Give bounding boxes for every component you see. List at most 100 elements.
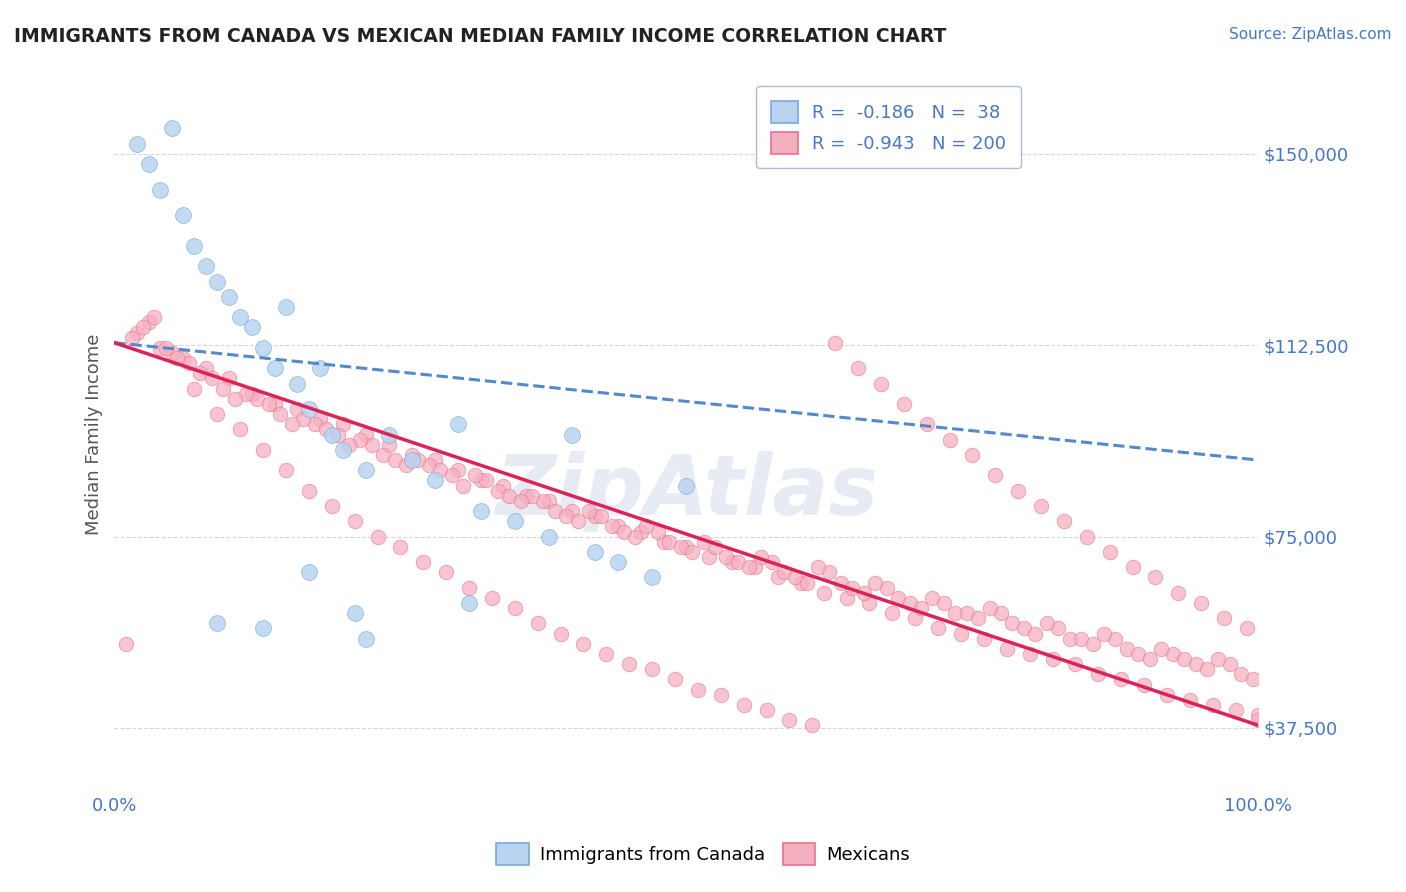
Point — [893, 397, 915, 411]
Point — [332, 417, 354, 432]
Point — [927, 622, 949, 636]
Point — [561, 504, 583, 518]
Point — [630, 524, 652, 539]
Point — [458, 596, 481, 610]
Point — [269, 407, 291, 421]
Point — [979, 601, 1001, 615]
Point — [183, 382, 205, 396]
Point — [298, 402, 321, 417]
Point — [172, 351, 194, 365]
Legend: R =  -0.186   N =  38, R =  -0.943   N = 200: R = -0.186 N = 38, R = -0.943 N = 200 — [756, 87, 1021, 169]
Point — [252, 341, 274, 355]
Point — [138, 315, 160, 329]
Point — [1104, 632, 1126, 646]
Point — [915, 417, 938, 432]
Point — [1189, 596, 1212, 610]
Point — [1150, 641, 1173, 656]
Point — [1236, 622, 1258, 636]
Point — [252, 622, 274, 636]
Legend: Immigrants from Canada, Mexicans: Immigrants from Canada, Mexicans — [486, 834, 920, 874]
Point — [486, 483, 509, 498]
Point — [733, 698, 755, 712]
Point — [675, 478, 697, 492]
Text: IMMIGRANTS FROM CANADA VS MEXICAN MEDIAN FAMILY INCOME CORRELATION CHART: IMMIGRANTS FROM CANADA VS MEXICAN MEDIAN… — [14, 27, 946, 45]
Point — [207, 407, 229, 421]
Point — [378, 438, 401, 452]
Point — [149, 183, 172, 197]
Point — [127, 326, 149, 340]
Point — [1247, 708, 1270, 723]
Point — [841, 581, 863, 595]
Point — [583, 509, 606, 524]
Point — [143, 310, 166, 325]
Point — [470, 504, 492, 518]
Point — [309, 361, 332, 376]
Point — [1208, 652, 1230, 666]
Point — [973, 632, 995, 646]
Point — [343, 606, 366, 620]
Point — [1036, 616, 1059, 631]
Point — [343, 514, 366, 528]
Point — [1202, 698, 1225, 712]
Point — [354, 427, 377, 442]
Point — [177, 356, 200, 370]
Point — [1059, 632, 1081, 646]
Point — [738, 560, 761, 574]
Point — [669, 540, 692, 554]
Point — [962, 448, 984, 462]
Point — [453, 478, 475, 492]
Point — [807, 560, 830, 574]
Point — [727, 555, 749, 569]
Point — [526, 616, 548, 631]
Point — [624, 530, 647, 544]
Point — [127, 136, 149, 151]
Point — [1195, 662, 1218, 676]
Point — [658, 534, 681, 549]
Point — [561, 427, 583, 442]
Point — [1139, 652, 1161, 666]
Point — [876, 581, 898, 595]
Point — [1156, 688, 1178, 702]
Point — [1122, 560, 1144, 574]
Point — [360, 438, 382, 452]
Point — [257, 397, 280, 411]
Point — [801, 718, 824, 732]
Point — [246, 392, 269, 406]
Point — [600, 519, 623, 533]
Point — [166, 351, 188, 365]
Point — [595, 647, 617, 661]
Point — [194, 361, 217, 376]
Point — [515, 489, 537, 503]
Point — [155, 341, 177, 355]
Point — [115, 637, 138, 651]
Point — [498, 489, 520, 503]
Point — [572, 637, 595, 651]
Point — [412, 555, 434, 569]
Point — [337, 438, 360, 452]
Point — [475, 474, 498, 488]
Point — [995, 641, 1018, 656]
Point — [1081, 637, 1104, 651]
Point — [298, 483, 321, 498]
Point — [354, 632, 377, 646]
Point — [813, 585, 835, 599]
Point — [207, 616, 229, 631]
Point — [440, 468, 463, 483]
Point — [1053, 514, 1076, 528]
Point — [149, 341, 172, 355]
Point — [401, 448, 423, 462]
Point — [818, 566, 841, 580]
Point — [1076, 530, 1098, 544]
Point — [863, 575, 886, 590]
Point — [1173, 652, 1195, 666]
Point — [367, 530, 389, 544]
Point — [606, 555, 628, 569]
Point — [470, 474, 492, 488]
Point — [298, 566, 321, 580]
Point — [589, 509, 612, 524]
Point — [132, 320, 155, 334]
Point — [882, 606, 904, 620]
Point — [378, 427, 401, 442]
Point — [778, 713, 800, 727]
Point — [520, 489, 543, 503]
